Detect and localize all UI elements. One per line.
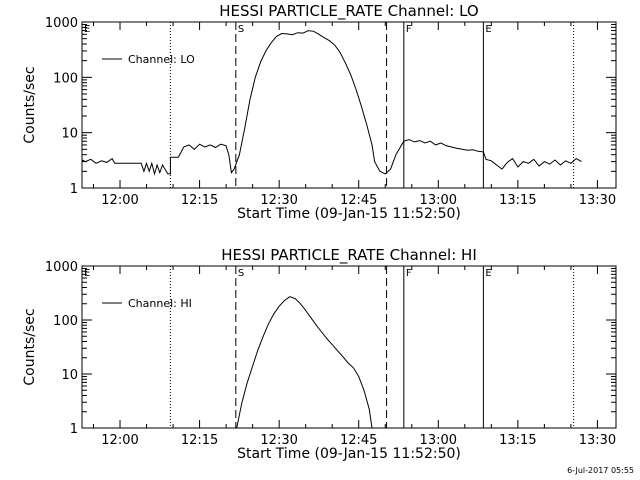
series-line [81, 30, 582, 176]
y-axis-label: Counts/sec [22, 308, 38, 385]
x-tick-label: 12:30 [260, 433, 297, 448]
x-tick-label: 13:15 [499, 193, 536, 208]
chart-panel-hi: HESSI PARTICLE_RATE Channel: HI 1 10 100 100… [22, 246, 617, 462]
footer-timestamp: 6-Jul-2017 05:55 [567, 466, 634, 475]
x-tick-label: 12:00 [101, 193, 138, 208]
y-tick-label: 10 [61, 127, 78, 142]
x-tick-label: 13:30 [579, 433, 616, 448]
y-tick-label: 10 [61, 368, 78, 383]
chart-title: HESSI PARTICLE_RATE Channel: HI [221, 246, 477, 265]
y-tick-label: 100 [53, 314, 78, 329]
x-tick-label: 13:00 [420, 433, 457, 448]
event-marker-label: S [238, 268, 244, 279]
x-tick-label: 12:00 [101, 433, 138, 448]
legend-entry: Channel: LO [128, 53, 195, 66]
series-line [236, 296, 373, 429]
x-tick-label: 12:45 [340, 193, 377, 208]
event-marker-label: S [238, 24, 244, 35]
y-tick-label: 1000 [45, 260, 78, 275]
event-marker-label: E [485, 24, 491, 35]
chart-title: HESSI PARTICLE_RATE Channel: LO [219, 2, 478, 21]
x-axis-label: Start Time (09-Jan-15 11:52:50) [237, 206, 461, 222]
x-tick-label: 12:45 [340, 433, 377, 448]
y-tick-label: 100 [53, 71, 78, 86]
plot-frame [81, 265, 617, 429]
x-tick-label: 12:15 [181, 433, 218, 448]
x-tick-label: 13:00 [420, 193, 457, 208]
y-tick-label: 1 [70, 422, 78, 437]
x-tick-label: 13:30 [579, 193, 616, 208]
y-axis-label: Counts/sec [22, 66, 38, 143]
y-tick-label: 1 [70, 182, 78, 197]
y-tick-label: 1000 [45, 16, 78, 31]
plot-frame [81, 21, 617, 189]
legend-entry: Channel: HI [128, 297, 192, 310]
x-tick-label: 13:15 [499, 433, 536, 448]
event-marker-label: E [84, 24, 90, 35]
event-marker-label: F [406, 24, 412, 35]
event-marker-label: F [406, 268, 412, 279]
x-tick-label: 12:15 [181, 193, 218, 208]
chart-panel-lo: HESSI PARTICLE_RATE Channel: LO 1 10 100 100… [22, 2, 617, 222]
event-marker-label: E [84, 268, 90, 279]
event-marker-label: E [485, 268, 491, 279]
x-axis-label: Start Time (09-Jan-15 11:52:50) [237, 446, 461, 462]
x-tick-label: 12:30 [260, 193, 297, 208]
